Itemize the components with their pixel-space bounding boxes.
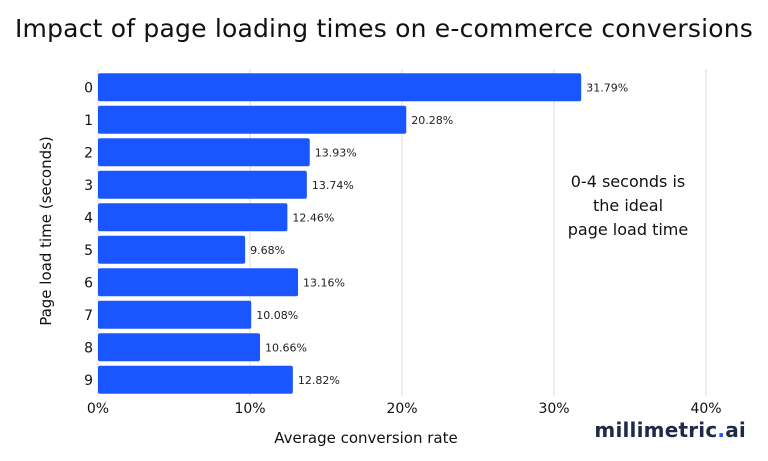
bar-1-seconds bbox=[98, 105, 407, 134]
y-tick-label-4: 4 bbox=[84, 210, 93, 226]
data-label-9-seconds: 12.82% bbox=[298, 374, 340, 387]
data-label-2-seconds: 13.93% bbox=[315, 146, 357, 159]
chart-title: Impact of page loading times on e-commer… bbox=[14, 14, 754, 43]
y-tick-label-1: 1 bbox=[84, 113, 93, 129]
data-label-8-seconds: 10.66% bbox=[265, 341, 307, 354]
data-label-4-seconds: 12.46% bbox=[292, 211, 334, 224]
bar-4-seconds bbox=[98, 203, 288, 232]
y-tick-label-0: 0 bbox=[84, 80, 93, 96]
bar-7-seconds bbox=[98, 300, 252, 329]
brand-logo: millimetric.ai bbox=[594, 418, 746, 442]
data-label-3-seconds: 13.74% bbox=[312, 179, 354, 192]
data-label-7-seconds: 10.08% bbox=[256, 309, 298, 322]
x-tick-label-20: 20% bbox=[386, 401, 417, 417]
brand-prefix: millimetric bbox=[594, 418, 718, 442]
y-tick-label-7: 7 bbox=[84, 308, 93, 324]
bar-5-seconds bbox=[98, 235, 246, 264]
bars bbox=[98, 73, 582, 394]
brand-suffix: ai bbox=[725, 418, 746, 442]
data-label-1-seconds: 20.28% bbox=[411, 114, 453, 127]
x-tick-label-10: 10% bbox=[234, 401, 265, 417]
annotation-line-3: page load time bbox=[567, 220, 689, 239]
y-tick-label-6: 6 bbox=[84, 275, 93, 291]
y-tick-label-9: 9 bbox=[84, 373, 93, 389]
annotation-line-1: 0-4 seconds is bbox=[570, 172, 686, 191]
data-label-5-seconds: 9.68% bbox=[250, 244, 285, 257]
bar-6-seconds bbox=[98, 268, 299, 297]
bar-8-seconds bbox=[98, 333, 261, 362]
y-tick-label-8: 8 bbox=[84, 340, 93, 356]
x-tick-label-0: 0% bbox=[87, 401, 109, 417]
annotation-line-2: the ideal bbox=[592, 196, 664, 215]
x-tick-labels: 0% 10% 20% 30% 40% bbox=[87, 401, 722, 417]
y-tick-label-5: 5 bbox=[84, 243, 93, 259]
bar-2-seconds bbox=[98, 138, 310, 167]
data-label-6-seconds: 13.16% bbox=[303, 276, 345, 289]
y-tick-label-2: 2 bbox=[84, 145, 93, 161]
ideal-load-time-annotation: 0-4 seconds is the ideal page load time bbox=[548, 170, 708, 242]
bar-0-seconds bbox=[98, 73, 582, 102]
y-axis-title: Page load time (seconds) bbox=[37, 136, 55, 326]
x-axis-title: Average conversion rate bbox=[274, 429, 457, 447]
brand-dot: . bbox=[717, 418, 726, 442]
bar-9-seconds bbox=[98, 365, 293, 394]
x-tick-label-40: 40% bbox=[690, 401, 721, 417]
data-labels: 31.79% 20.28% 13.93% 13.74% 12.46% 9.68% 13.16… bbox=[250, 81, 628, 387]
x-tick-label-30: 30% bbox=[538, 401, 569, 417]
data-label-0-seconds: 31.79% bbox=[586, 81, 628, 94]
y-tick-label-3: 3 bbox=[84, 178, 93, 194]
bar-3-seconds bbox=[98, 170, 307, 199]
y-tick-labels: 0 1 2 3 4 5 6 7 8 9 bbox=[84, 80, 93, 389]
